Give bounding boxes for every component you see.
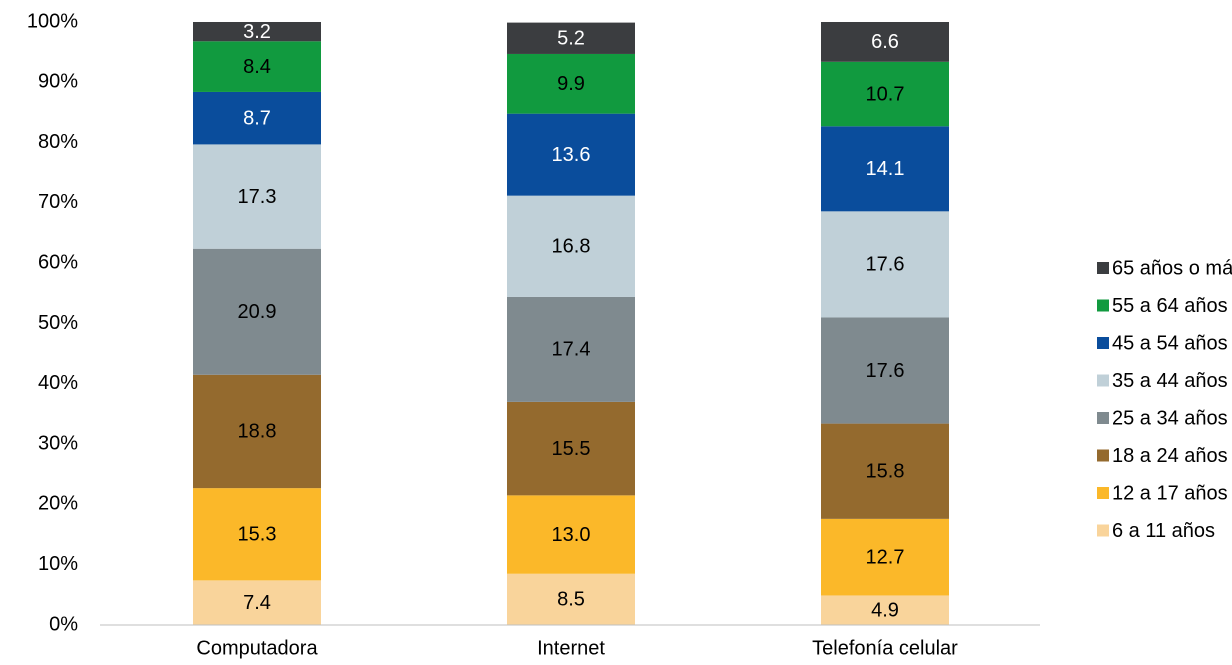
bar-segment (821, 317, 949, 424)
bar-segment (507, 22, 635, 54)
bar-segment (821, 61, 949, 127)
data-label: 5.2 (557, 28, 585, 50)
bar-segment (821, 518, 949, 596)
bar-segment (193, 488, 321, 581)
y-tick-label: 50% (38, 312, 78, 334)
data-label: 14.1 (866, 158, 905, 180)
legend-label: 45 a 54 años (1112, 332, 1228, 354)
data-label: 13.6 (552, 144, 591, 166)
bar-segment (507, 296, 635, 402)
bar-segment (193, 248, 321, 375)
bar-segment (193, 91, 321, 145)
bar-segment (507, 53, 635, 114)
data-label: 15.3 (238, 524, 277, 546)
data-label: 3.2 (243, 21, 271, 43)
y-tick-label: 30% (38, 432, 78, 454)
legend-label: 6 a 11 años (1112, 520, 1215, 542)
y-tick-label: 70% (38, 191, 78, 213)
legend-swatch (1097, 262, 1109, 274)
legend-swatch (1097, 487, 1109, 499)
data-label: 17.3 (238, 186, 277, 208)
data-label: 8.7 (243, 107, 271, 129)
data-label: 9.9 (557, 73, 585, 95)
legend-swatch (1097, 374, 1109, 387)
legend-label: 55 a 64 años (1112, 295, 1228, 317)
data-label: 17.6 (866, 360, 905, 382)
bar-segment (507, 195, 635, 297)
x-tick-label: Telefonía celular (812, 637, 958, 659)
bar-segment (821, 22, 949, 62)
bar-segment (507, 401, 635, 496)
legend-label: 12 a 17 años (1112, 482, 1228, 504)
x-tick-label: Computadora (196, 637, 318, 659)
bar-segment (193, 374, 321, 489)
data-label: 12.7 (866, 546, 905, 568)
bar-segment (821, 423, 949, 519)
legend-label: 65 años o más * (1112, 257, 1232, 279)
data-label: 16.8 (552, 236, 591, 258)
legend-label: 25 a 34 años (1112, 407, 1228, 429)
bar-segment (821, 595, 949, 625)
legend-swatch (1097, 524, 1109, 537)
legend-swatch (1097, 337, 1109, 349)
y-tick-label: 100% (27, 10, 78, 32)
bar-segment (507, 113, 635, 196)
data-label: 15.8 (866, 461, 905, 483)
bar-segment (821, 211, 949, 318)
data-label: 6.6 (871, 31, 899, 53)
data-label: 20.9 (238, 301, 277, 323)
bar-segment (193, 144, 321, 249)
y-tick-label: 80% (38, 131, 78, 153)
data-label: 17.6 (866, 254, 905, 276)
y-tick-label: 0% (49, 613, 78, 635)
data-label: 15.5 (552, 438, 591, 460)
y-tick-label: 10% (38, 553, 78, 575)
legend-swatch (1097, 449, 1109, 462)
y-tick-label: 90% (38, 71, 78, 93)
legend-label: 35 a 44 años (1112, 370, 1228, 392)
data-label: 4.9 (871, 600, 899, 622)
legend-label: 18 a 24 años (1112, 445, 1228, 467)
bar-segment (507, 495, 635, 574)
legend-swatch (1097, 299, 1109, 312)
data-label: 8.5 (557, 589, 585, 611)
bar-segment (821, 126, 949, 212)
data-label: 10.7 (866, 83, 905, 105)
data-label: 13.0 (552, 524, 591, 546)
bar-segment (507, 573, 635, 625)
data-label: 7.4 (243, 592, 271, 614)
y-tick-label: 40% (38, 372, 78, 394)
bar-segment (193, 580, 321, 625)
data-label: 8.4 (243, 56, 271, 78)
bar-segment (193, 41, 321, 92)
y-tick-label: 20% (38, 493, 78, 515)
bar-segment (193, 22, 321, 42)
x-tick-label: Internet (537, 637, 605, 659)
y-tick-label: 60% (38, 251, 78, 273)
legend-swatch (1097, 412, 1109, 424)
data-label: 17.4 (552, 339, 591, 361)
data-label: 18.8 (238, 421, 277, 443)
